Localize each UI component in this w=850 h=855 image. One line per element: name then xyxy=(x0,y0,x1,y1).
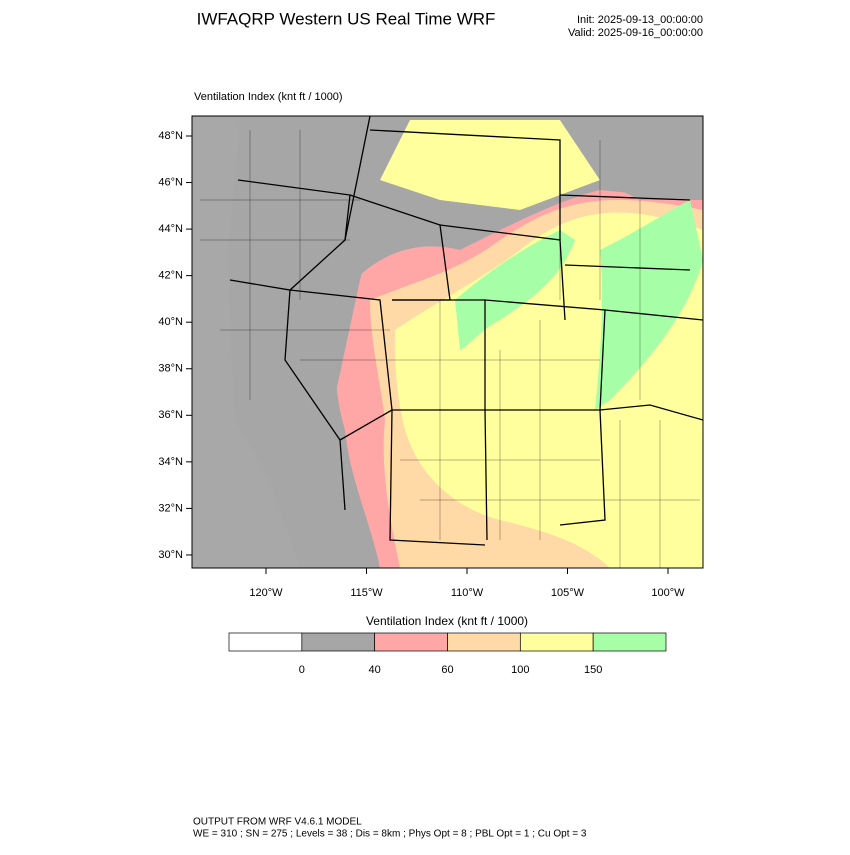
lat-label: 38°N xyxy=(158,363,183,375)
field-150-b xyxy=(595,200,703,410)
colorbar-box xyxy=(519,632,594,652)
colorbar: 0 40 60 100 150 xyxy=(228,632,667,676)
colorbar-tick-label: 0 xyxy=(299,664,305,676)
footer-line: WE = 310 ; SN = 275 ; Levels = 38 ; Dis … xyxy=(193,829,587,840)
lon-label: 110°W xyxy=(451,587,484,599)
lat-label: 44°N xyxy=(158,223,183,235)
lat-label: 42°N xyxy=(158,270,183,282)
valid-time: Valid: 2025-09-16_00:00:00 xyxy=(568,27,703,39)
lat-label: 32°N xyxy=(158,502,183,514)
lat-label: 36°N xyxy=(158,409,183,421)
lon-label: 105°W xyxy=(551,587,585,599)
lat-label: 30°N xyxy=(158,549,183,561)
colorbar-title: Ventilation Index (knt ft / 1000) xyxy=(366,614,528,628)
colorbar-tick-label: 60 xyxy=(441,664,453,676)
colorbar-box xyxy=(447,632,521,652)
ocean xyxy=(192,116,300,568)
lon-label: 115°W xyxy=(350,587,383,599)
map-field xyxy=(192,116,703,568)
map-frame xyxy=(191,115,704,569)
lat-label: 48°N xyxy=(158,130,183,142)
colorbar-tick-label: 100 xyxy=(511,664,529,676)
lon-label: 100°W xyxy=(651,587,685,599)
field-texas xyxy=(560,420,703,568)
colorbar-box xyxy=(374,632,448,652)
map-subtitle: Ventilation Index (knt ft / 1000) xyxy=(194,91,343,103)
lon-label: 120°W xyxy=(249,587,283,599)
colorbar-box xyxy=(301,632,376,652)
lat-labels: 48°N 46°N 44°N 42°N 40°N 38°N 36°N 34°N 32°N 30°N xyxy=(158,130,192,561)
lat-label: 34°N xyxy=(158,456,183,468)
lat-label: 46°N xyxy=(158,176,183,188)
county-lines xyxy=(200,130,700,568)
lat-label: 40°N xyxy=(158,316,183,328)
field-dakota-gray xyxy=(560,118,703,200)
footer-line: OUTPUT FROM WRF V4.6.1 MODEL xyxy=(193,817,362,828)
colorbar-box xyxy=(592,632,667,652)
init-time: Init: 2025-09-13_00:00:00 xyxy=(577,14,703,26)
colorbar-tick-label: 40 xyxy=(369,664,381,676)
title: IWFAQRP Western US Real Time WRF xyxy=(197,9,496,28)
colorbar-tick-label: 150 xyxy=(584,664,602,676)
colorbar-box xyxy=(228,632,303,652)
lon-labels: 120°W 115°W 110°W 105°W 100°W xyxy=(249,568,685,599)
field-montana xyxy=(380,120,600,210)
